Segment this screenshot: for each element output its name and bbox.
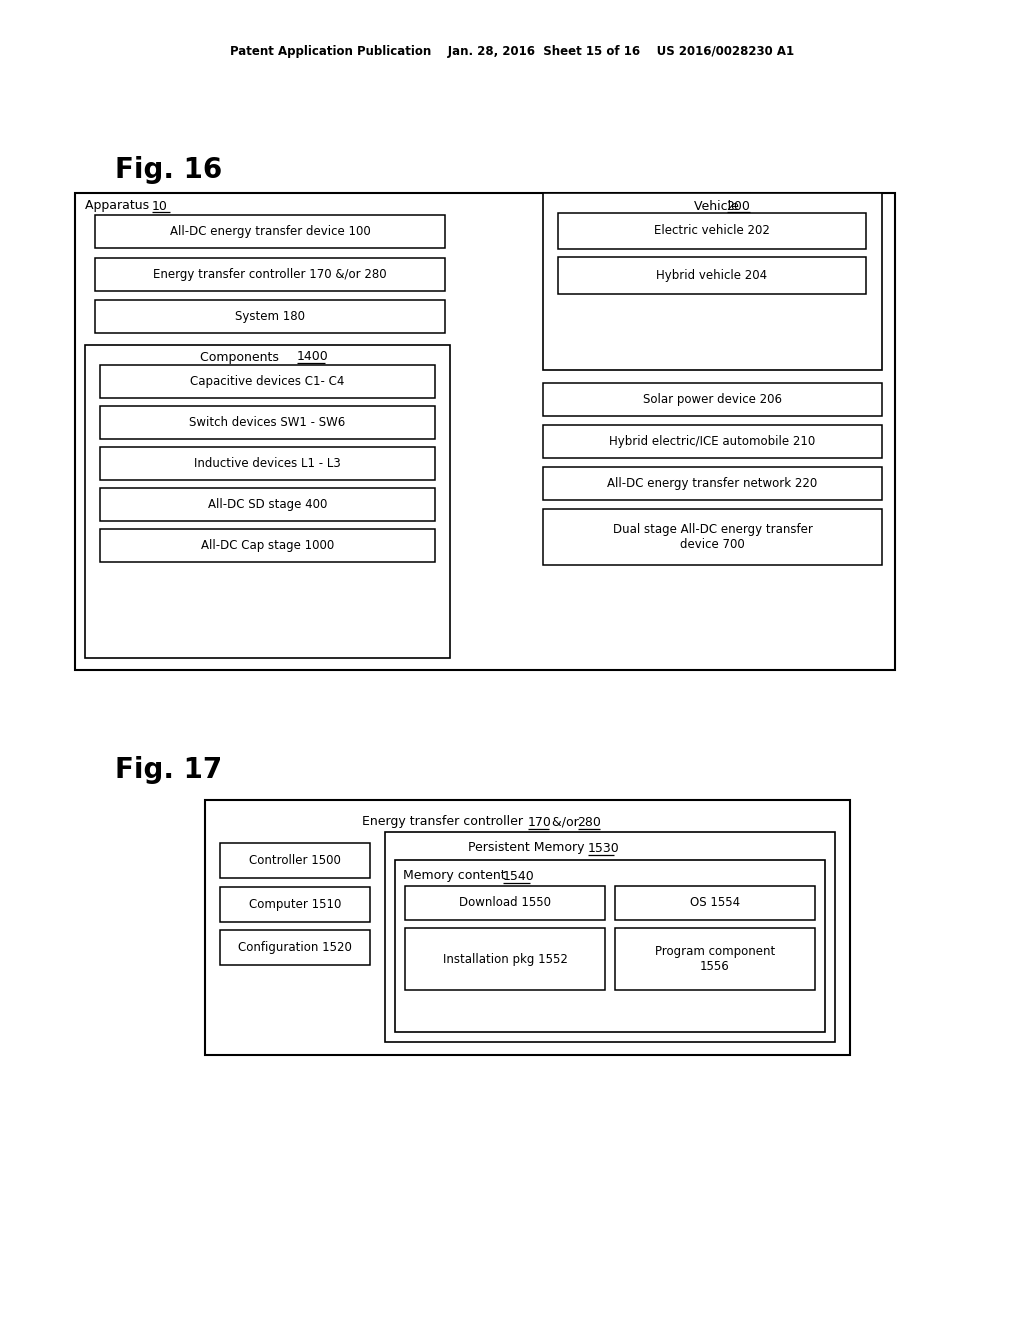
Bar [406, 928, 605, 990]
Bar [543, 510, 882, 565]
Text: Energy transfer controller 170 &/or 280: Energy transfer controller 170 &/or 280 [154, 268, 387, 281]
Bar [558, 213, 866, 249]
Bar [95, 257, 445, 290]
Text: &/or: &/or [549, 816, 584, 829]
Bar [205, 800, 850, 1055]
Text: Persistent Memory: Persistent Memory [468, 842, 588, 854]
Text: Switch devices SW1 - SW6: Switch devices SW1 - SW6 [189, 416, 346, 429]
Bar [615, 928, 815, 990]
Text: Computer 1510: Computer 1510 [249, 898, 341, 911]
Text: Hybrid vehicle 204: Hybrid vehicle 204 [656, 269, 768, 282]
Text: 1530: 1530 [588, 842, 620, 854]
Bar [220, 843, 370, 878]
Text: Energy transfer controller: Energy transfer controller [362, 816, 527, 829]
Bar [100, 366, 435, 399]
Bar [543, 425, 882, 458]
Text: All-DC Cap stage 1000: All-DC Cap stage 1000 [201, 539, 334, 552]
Text: Patent Application Publication    Jan. 28, 2016  Sheet 15 of 16    US 2016/00282: Patent Application Publication Jan. 28, … [230, 45, 794, 58]
Text: Download 1550: Download 1550 [459, 896, 551, 909]
Bar [100, 529, 435, 562]
Bar [95, 215, 445, 248]
Text: 170: 170 [527, 816, 551, 829]
Bar [75, 193, 895, 671]
Text: 200: 200 [726, 199, 751, 213]
Text: Memory content: Memory content [403, 870, 510, 883]
Text: Configuration 1520: Configuration 1520 [238, 941, 352, 954]
Bar [543, 193, 882, 370]
Bar [95, 300, 445, 333]
Text: Controller 1500: Controller 1500 [249, 854, 341, 867]
Text: Fig. 17: Fig. 17 [115, 756, 222, 784]
Bar [100, 407, 435, 440]
Text: Capacitive devices C1- C4: Capacitive devices C1- C4 [190, 375, 345, 388]
Text: 280: 280 [578, 816, 601, 829]
Text: Hybrid electric/ICE automobile 210: Hybrid electric/ICE automobile 210 [609, 436, 816, 447]
Text: Fig. 16: Fig. 16 [115, 156, 222, 183]
Text: All-DC energy transfer device 100: All-DC energy transfer device 100 [170, 224, 371, 238]
Text: System 180: System 180 [234, 310, 305, 323]
Bar [100, 447, 435, 480]
Bar [385, 832, 835, 1041]
Bar [395, 861, 825, 1032]
Text: Solar power device 206: Solar power device 206 [643, 393, 782, 407]
Bar [220, 887, 370, 921]
Text: Components: Components [200, 351, 287, 363]
Text: Program component
1556: Program component 1556 [655, 945, 775, 973]
Text: Apparatus: Apparatus [85, 199, 154, 213]
Bar [85, 345, 450, 657]
Text: OS 1554: OS 1554 [690, 896, 740, 909]
Bar [220, 931, 370, 965]
Text: 1400: 1400 [297, 351, 329, 363]
Bar [615, 886, 815, 920]
Text: 1540: 1540 [503, 870, 535, 883]
Text: All-DC energy transfer network 220: All-DC energy transfer network 220 [607, 477, 817, 490]
Bar [558, 257, 866, 294]
Text: Electric vehicle 202: Electric vehicle 202 [654, 224, 770, 238]
Text: 10: 10 [152, 199, 168, 213]
Text: All-DC SD stage 400: All-DC SD stage 400 [208, 498, 328, 511]
Bar [406, 886, 605, 920]
Text: Installation pkg 1552: Installation pkg 1552 [442, 953, 567, 965]
Bar [543, 467, 882, 500]
Text: Vehicle: Vehicle [694, 199, 743, 213]
Bar [543, 383, 882, 416]
Text: Inductive devices L1 - L3: Inductive devices L1 - L3 [195, 457, 341, 470]
Text: Dual stage All-DC energy transfer
device 700: Dual stage All-DC energy transfer device… [612, 523, 812, 550]
Bar [100, 488, 435, 521]
